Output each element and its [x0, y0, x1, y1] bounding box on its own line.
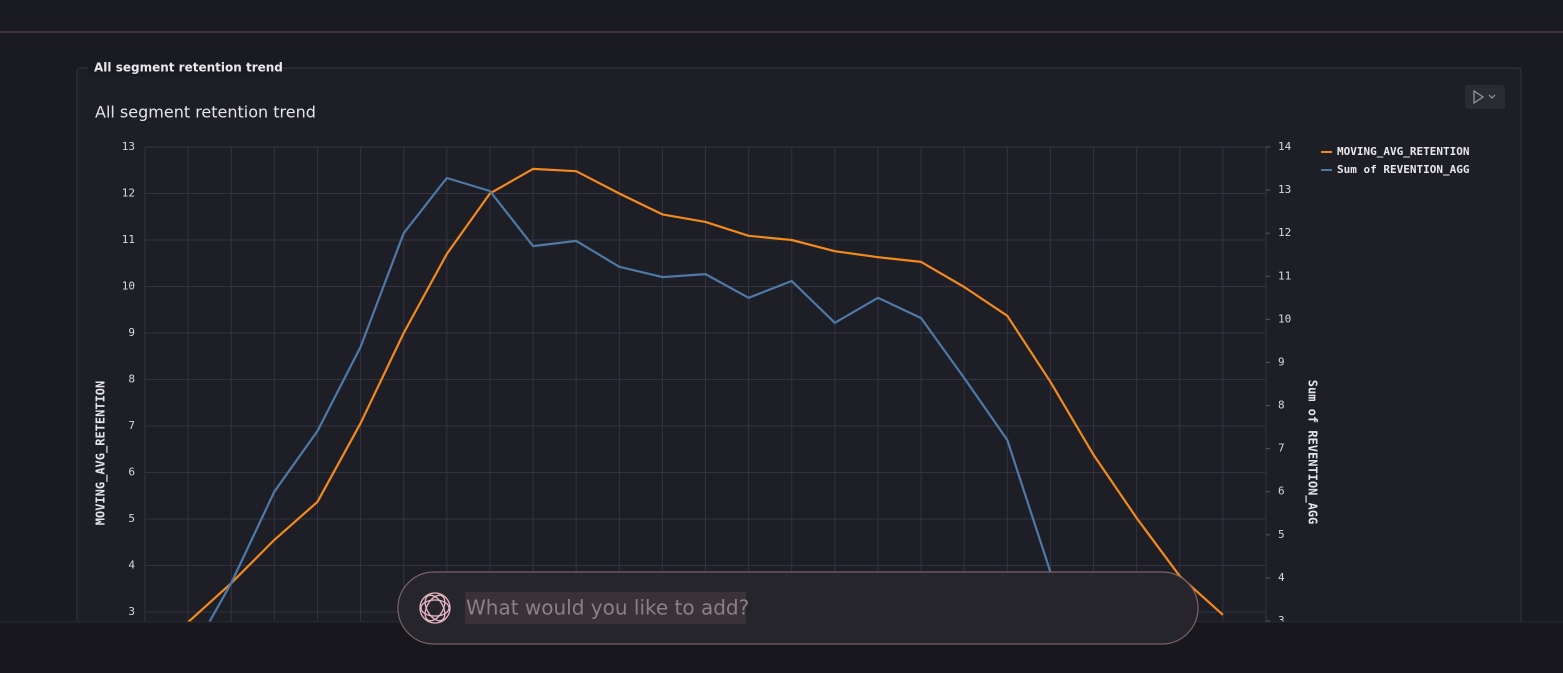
y-tick-label: 6	[128, 466, 135, 479]
y-tick-label: 13	[122, 140, 135, 153]
icon-petal	[424, 594, 446, 622]
panel-legend-bg	[88, 60, 270, 76]
assistant-icon	[419, 592, 451, 624]
y2-tick-label: 6	[1278, 485, 1285, 498]
icon-petal	[420, 599, 450, 617]
chat-placeholder: What would you like to add?	[466, 596, 749, 620]
panel	[76, 67, 1522, 622]
series-line	[208, 176, 1052, 622]
run-button[interactable]	[1465, 85, 1505, 109]
y2-tick-label: 3	[1278, 614, 1285, 627]
y-tick-label: 7	[128, 419, 135, 432]
legend-label: Sum of REVENTION_AGG	[1337, 163, 1470, 176]
y2-tick-label: 4	[1278, 571, 1285, 584]
y-tick-label: 9	[128, 326, 135, 339]
y2-tick-label: 11	[1278, 269, 1291, 282]
y2-tick-label: 14	[1278, 140, 1292, 153]
y-axis-title: MOVING_AVG_RETENTION	[94, 381, 109, 526]
legend-label: MOVING_AVG_RETENTION	[1337, 145, 1469, 158]
chart-title: All segment retention trend	[95, 103, 316, 122]
y2-tick-label: 5	[1278, 528, 1285, 541]
y2-axis-title: Sum of REVENTION_AGG	[1305, 380, 1320, 525]
placeholder-highlight	[465, 592, 746, 624]
series-line	[187, 167, 1224, 622]
y-tick-label: 11	[122, 233, 135, 246]
icon-ring	[419, 592, 451, 624]
y2-tick-label: 13	[1278, 183, 1291, 196]
y2-tick-label: 7	[1278, 442, 1285, 455]
y-tick-label: 10	[122, 280, 135, 293]
y-tick-label: 12	[122, 187, 135, 200]
y2-tick-label: 10	[1278, 312, 1291, 325]
y2-tick-label: 8	[1278, 399, 1285, 412]
icon-petal	[424, 594, 446, 622]
y-tick-label: 3	[128, 605, 135, 618]
chat-input[interactable]	[397, 571, 1199, 645]
y-tick-label: 4	[128, 559, 135, 572]
y2-tick-label: 9	[1278, 355, 1285, 368]
y-tick-label: 8	[128, 373, 135, 386]
panel-legend: All segment retention trend	[94, 61, 283, 75]
y-tick-label: 5	[128, 512, 135, 525]
y2-tick-label: 12	[1278, 226, 1291, 239]
